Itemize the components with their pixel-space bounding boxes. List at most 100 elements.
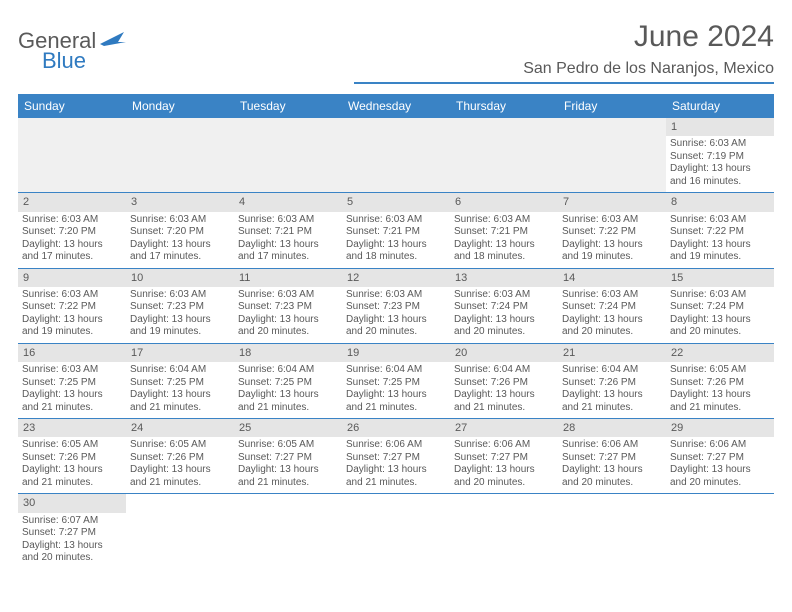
calendar-row: 2Sunrise: 6:03 AMSunset: 7:20 PMDaylight… <box>18 193 774 268</box>
page: General Blue June 2024 San Pedro de los … <box>0 0 792 569</box>
day-number: 27 <box>450 419 558 437</box>
day-cell <box>666 494 774 569</box>
day-info: Sunrise: 6:06 AMSunset: 7:27 PMDaylight:… <box>670 439 770 489</box>
day-info: Sunrise: 6:03 AMSunset: 7:23 PMDaylight:… <box>346 289 446 339</box>
day-cell: 21 Sunrise: 6:04 AMSunset: 7:26 PMDayligh… <box>558 343 666 418</box>
day-number: 18 <box>234 344 342 362</box>
day-number: 5 <box>342 193 450 211</box>
day-cell: 14Sunrise: 6:03 AMSunset: 7:24 PMDayligh… <box>558 268 666 343</box>
day-info: Sunrise: 6:07 AMSunset: 7:27 PMDaylight:… <box>22 515 122 565</box>
day-cell: 10 Sunrise: 6:03 AMSunset: 7:23 PMDayligh… <box>126 268 234 343</box>
day-number: 22 <box>666 344 774 362</box>
day-info: Sunrise: 6:03 AMSunset: 7:20 PMDaylight:… <box>22 214 122 264</box>
day-cell: 15 Sunrise: 6:03 AMSunset: 7:24 PMDayligh… <box>666 268 774 343</box>
day-cell: 6 Sunrise: 6:03 AMSunset: 7:21 PMDaylight… <box>450 193 558 268</box>
day-cell: 16 Sunrise: 6:03 AMSunset: 7:25 PMDayligh… <box>18 343 126 418</box>
day-number: 13 <box>450 269 558 287</box>
day-number: 8 <box>666 193 774 211</box>
day-cell: 25 Sunrise: 6:05 AMSunset: 7:27 PMDayligh… <box>234 419 342 494</box>
logo: General Blue <box>18 28 128 74</box>
day-info: Sunrise: 6:03 AMSunset: 7:23 PMDaylight:… <box>130 289 230 339</box>
day-cell <box>558 118 666 193</box>
day-cell: 17Sunrise: 6:04 AMSunset: 7:25 PMDayligh… <box>126 343 234 418</box>
day-info: Sunrise: 6:04 AMSunset: 7:25 PMDaylight:… <box>238 364 338 414</box>
day-cell: 28 Sunrise: 6:06 AMSunset: 7:27 PMDayligh… <box>558 419 666 494</box>
calendar-body: 1 Sunrise: 6:03 AMSunset: 7:19 PMDaylight… <box>18 118 774 569</box>
flag-icon <box>98 30 128 53</box>
day-cell: 9 Sunrise: 6:03 AMSunset: 7:22 PMDaylight… <box>18 268 126 343</box>
day-number: 3 <box>126 193 234 211</box>
weekday-row: Sunday Monday Tuesday Wednesday Thursday… <box>18 94 774 118</box>
day-info: Sunrise: 6:04 AMSunset: 7:26 PMDaylight:… <box>454 364 554 414</box>
day-cell: 20Sunrise: 6:04 AMSunset: 7:26 PMDayligh… <box>450 343 558 418</box>
day-info: Sunrise: 6:03 AMSunset: 7:22 PMDaylight:… <box>562 214 662 264</box>
day-info: Sunrise: 6:03 AMSunset: 7:21 PMDaylight:… <box>346 214 446 264</box>
day-cell <box>558 494 666 569</box>
day-number: 10 <box>126 269 234 287</box>
day-number: 9 <box>18 269 126 287</box>
day-cell <box>342 118 450 193</box>
day-info: Sunrise: 6:06 AMSunset: 7:27 PMDaylight:… <box>454 439 554 489</box>
weekday-monday: Monday <box>126 94 234 118</box>
day-info: Sunrise: 6:03 AMSunset: 7:23 PMDaylight:… <box>238 289 338 339</box>
day-cell <box>342 494 450 569</box>
day-cell <box>234 494 342 569</box>
day-cell: 11 Sunrise: 6:03 AMSunset: 7:23 PMDayligh… <box>234 268 342 343</box>
day-info: Sunrise: 6:04 AMSunset: 7:25 PMDaylight:… <box>346 364 446 414</box>
day-cell: 29 Sunrise: 6:06 AMSunset: 7:27 PMDayligh… <box>666 419 774 494</box>
day-number: 1 <box>666 118 774 136</box>
day-info: Sunrise: 6:03 AMSunset: 7:21 PMDaylight:… <box>238 214 338 264</box>
day-cell <box>18 118 126 193</box>
day-info: Sunrise: 6:05 AMSunset: 7:26 PMDaylight:… <box>22 439 122 489</box>
day-number: 7 <box>558 193 666 211</box>
calendar: Sunday Monday Tuesday Wednesday Thursday… <box>18 94 774 569</box>
header: General Blue June 2024 San Pedro de los … <box>18 20 774 84</box>
calendar-row: 30Sunrise: 6:07 AMSunset: 7:27 PMDayligh… <box>18 494 774 569</box>
day-number: 19 <box>342 344 450 362</box>
day-info: Sunrise: 6:03 AMSunset: 7:22 PMDaylight:… <box>670 214 770 264</box>
day-number: 11 <box>234 269 342 287</box>
weekday-wednesday: Wednesday <box>342 94 450 118</box>
day-number: 26 <box>342 419 450 437</box>
day-number: 14 <box>558 269 666 287</box>
day-cell <box>126 494 234 569</box>
day-number: 25 <box>234 419 342 437</box>
day-info: Sunrise: 6:06 AMSunset: 7:27 PMDaylight:… <box>562 439 662 489</box>
day-number: 12 <box>342 269 450 287</box>
day-number: 2 <box>18 193 126 211</box>
day-number: 15 <box>666 269 774 287</box>
day-cell: 30Sunrise: 6:07 AMSunset: 7:27 PMDayligh… <box>18 494 126 569</box>
weekday-thursday: Thursday <box>450 94 558 118</box>
day-cell: 19 Sunrise: 6:04 AMSunset: 7:25 PMDayligh… <box>342 343 450 418</box>
day-cell: 2 Sunrise: 6:03 AMSunset: 7:20 PMDaylight… <box>18 193 126 268</box>
day-cell <box>234 118 342 193</box>
day-cell: 22Sunrise: 6:05 AMSunset: 7:26 PMDayligh… <box>666 343 774 418</box>
day-info: Sunrise: 6:03 AMSunset: 7:25 PMDaylight:… <box>22 364 122 414</box>
day-number: 28 <box>558 419 666 437</box>
day-number: 16 <box>18 344 126 362</box>
day-info: Sunrise: 6:04 AMSunset: 7:25 PMDaylight:… <box>130 364 230 414</box>
day-info: Sunrise: 6:05 AMSunset: 7:27 PMDaylight:… <box>238 439 338 489</box>
day-info: Sunrise: 6:03 AMSunset: 7:19 PMDaylight:… <box>670 138 770 188</box>
day-cell: 13 Sunrise: 6:03 AMSunset: 7:24 PMDayligh… <box>450 268 558 343</box>
title-block: June 2024 San Pedro de los Naranjos, Mex… <box>354 20 774 84</box>
day-info: Sunrise: 6:06 AMSunset: 7:27 PMDaylight:… <box>346 439 446 489</box>
day-cell <box>450 118 558 193</box>
day-info: Sunrise: 6:03 AMSunset: 7:24 PMDaylight:… <box>670 289 770 339</box>
day-info: Sunrise: 6:05 AMSunset: 7:26 PMDaylight:… <box>130 439 230 489</box>
day-number: 6 <box>450 193 558 211</box>
day-info: Sunrise: 6:03 AMSunset: 7:22 PMDaylight:… <box>22 289 122 339</box>
day-number: 29 <box>666 419 774 437</box>
day-info: Sunrise: 6:03 AMSunset: 7:24 PMDaylight:… <box>454 289 554 339</box>
day-info: Sunrise: 6:03 AMSunset: 7:21 PMDaylight:… <box>454 214 554 264</box>
weekday-saturday: Saturday <box>666 94 774 118</box>
day-info: Sunrise: 6:04 AMSunset: 7:26 PMDaylight:… <box>562 364 662 414</box>
calendar-row: 23Sunrise: 6:05 AMSunset: 7:26 PMDayligh… <box>18 419 774 494</box>
day-number: 23 <box>18 419 126 437</box>
day-info: Sunrise: 6:03 AMSunset: 7:20 PMDaylight:… <box>130 214 230 264</box>
day-cell: 8 Sunrise: 6:03 AMSunset: 7:22 PMDaylight… <box>666 193 774 268</box>
weekday-friday: Friday <box>558 94 666 118</box>
logo-wrap: General Blue <box>18 28 128 74</box>
day-number: 21 <box>558 344 666 362</box>
day-cell <box>126 118 234 193</box>
